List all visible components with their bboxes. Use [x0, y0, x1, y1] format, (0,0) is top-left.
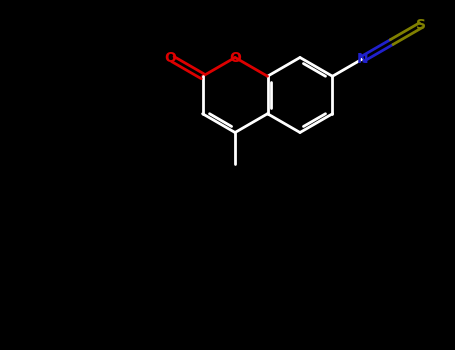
Text: N: N [357, 52, 368, 66]
Text: S: S [416, 18, 426, 32]
Text: O: O [229, 50, 241, 64]
Text: O: O [165, 51, 177, 65]
